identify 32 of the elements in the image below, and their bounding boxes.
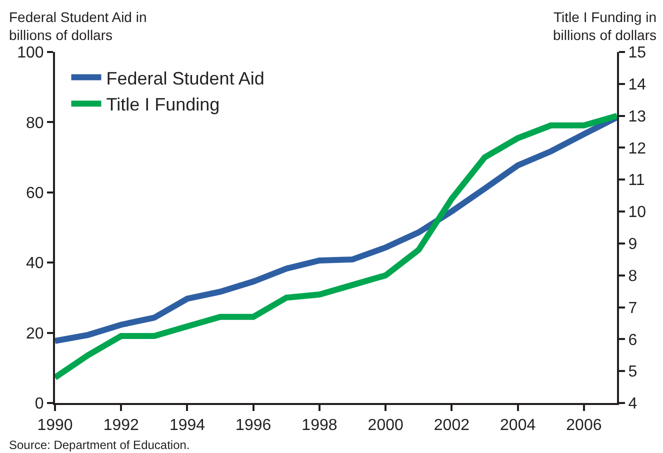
y2-tick-label: 13	[628, 108, 646, 126]
y-tick-label: 80	[26, 114, 44, 132]
y2-tick-label: 5	[628, 364, 638, 381]
y-axis-title: Federal Student Aid in billions of dollars	[9, 9, 147, 44]
legend-label: Title I Funding	[106, 94, 220, 115]
x-tick-label: 2006	[566, 417, 602, 434]
x-tick-label: 1990	[37, 417, 73, 434]
y2-tick-label: 15	[628, 44, 646, 62]
x-tick-label: 2002	[434, 417, 470, 434]
x-tick-label: 2000	[368, 417, 404, 434]
source-note: Source: Department of Education.	[9, 438, 190, 452]
y-tick-label: 0	[34, 396, 44, 413]
legend-label: Federal Student Aid	[106, 68, 264, 88]
x-tick-label: 1992	[103, 417, 140, 434]
x-tick-label: 1998	[302, 417, 338, 434]
y2-tick-label: 12	[628, 140, 646, 158]
y2-tick-label: 7	[628, 300, 638, 317]
y2-tick-label: 8	[628, 268, 638, 285]
x-tick-label: 2004	[500, 417, 536, 434]
y2-tick-label: 6	[628, 332, 638, 349]
y2-axis-title: Title I Funding in billions of dollars	[553, 9, 656, 44]
y2-tick-label: 10	[628, 204, 646, 222]
y2-tick-label: 14	[628, 76, 646, 94]
y2-tick-label: 4	[628, 396, 638, 413]
x-tick-label: 1996	[236, 417, 272, 434]
y-tick-label: 100	[17, 44, 44, 62]
x-tick-label: 1994	[169, 417, 206, 434]
y2-tick-label: 11	[628, 172, 645, 190]
y-tick-label: 40	[26, 255, 44, 272]
y2-tick-label: 9	[628, 236, 638, 254]
y-tick-label: 20	[26, 325, 44, 342]
y-tick-label: 60	[26, 185, 44, 202]
